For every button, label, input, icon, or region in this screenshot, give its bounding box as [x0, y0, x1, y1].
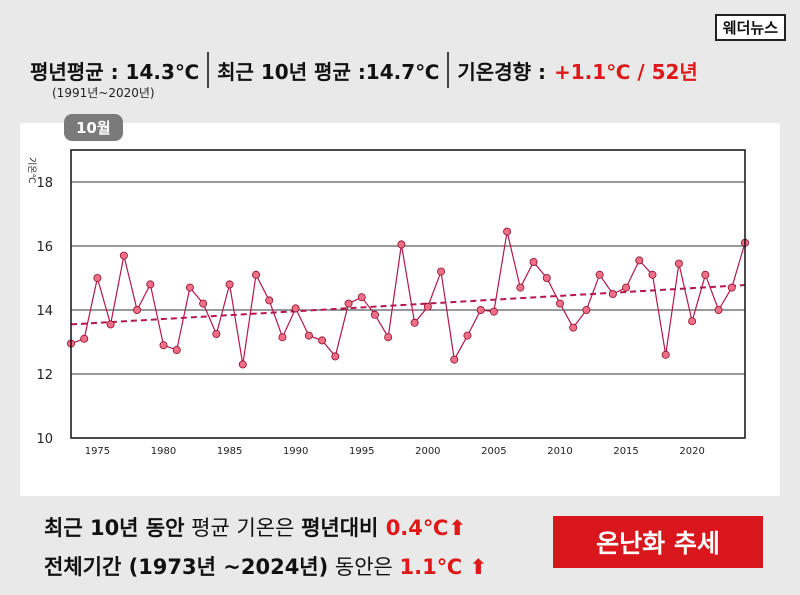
- data-point: [437, 267, 446, 276]
- trend-label: 기온경향 :: [457, 59, 546, 84]
- x-tick-label: 2005: [481, 446, 506, 457]
- data-point: [370, 310, 379, 319]
- x-tick-label: 1980: [151, 446, 176, 457]
- summary-line-1: 최근 10년 동안 평균 기온은 평년대비 0.4℃⬆: [44, 512, 466, 542]
- x-tick-label: 2010: [547, 446, 572, 457]
- temperature-chart: 기온℃ 10 12 14 16 18 1975 1980 1985 1990 1995 2000 2…: [26, 149, 750, 457]
- data-point: [212, 329, 221, 338]
- data-point: [410, 318, 419, 327]
- data-point: [529, 257, 538, 266]
- data-point: [423, 302, 432, 311]
- data-point: [106, 320, 115, 329]
- summary-period: 전체기간 (1973년 ~2024년): [44, 555, 329, 579]
- data-point: [199, 299, 208, 308]
- data-point: [304, 331, 313, 340]
- data-point: [331, 352, 340, 361]
- summary-recent: 최근 10년 동안: [44, 516, 185, 540]
- data-point: [714, 305, 723, 314]
- warming-trend-badge: 온난화 추세: [553, 516, 763, 568]
- data-point: [252, 270, 261, 279]
- data-point: [291, 304, 300, 313]
- data-point: [450, 355, 459, 364]
- data-point: [701, 270, 710, 279]
- summary-text: 동안은: [328, 555, 400, 579]
- up-arrow-icon: ⬆: [469, 555, 488, 579]
- data-point: [463, 331, 472, 340]
- y-axis-label: 기온℃: [26, 157, 37, 184]
- data-point: [688, 317, 697, 326]
- recent-average: 최근 10년 평균 :14.7℃: [217, 59, 440, 84]
- data-point: [397, 240, 406, 249]
- data-point: [225, 280, 234, 289]
- y-tick-label: 10: [36, 432, 53, 447]
- data-point: [344, 299, 353, 308]
- divider: [207, 52, 210, 88]
- data-point: [674, 259, 683, 268]
- x-tick-label: 1990: [283, 446, 308, 457]
- data-point: [608, 289, 617, 298]
- summary-line-2: 전체기간 (1973년 ~2024년) 동안은 1.1℃ ⬆: [44, 551, 487, 581]
- data-point: [516, 283, 525, 292]
- x-tick-label: 1995: [349, 446, 374, 457]
- data-point: [503, 227, 512, 236]
- x-tick-label: 2020: [679, 446, 704, 457]
- data-point: [159, 341, 168, 350]
- data-point: [318, 336, 327, 345]
- data-point: [555, 299, 564, 308]
- data-point: [661, 350, 670, 359]
- x-tick-label: 1975: [85, 446, 110, 457]
- data-point: [172, 345, 181, 354]
- data-point: [727, 283, 736, 292]
- summary-total-value: 1.1℃: [399, 555, 463, 579]
- chart-panel: 기온℃ 10 12 14 16 18 1975 1980 1985 1990 1995 2000 2…: [20, 123, 780, 496]
- summary-normal: 평년대비: [301, 516, 379, 540]
- data-point: [489, 307, 498, 316]
- month-badge: 10월: [64, 114, 123, 141]
- y-tick-label: 14: [36, 304, 53, 319]
- x-tick-label: 2015: [613, 446, 638, 457]
- normal-average: 평년평균 : 14.3℃: [30, 59, 200, 84]
- data-point: [476, 305, 485, 314]
- summary-recent-value: 0.4℃: [385, 516, 449, 540]
- data-point: [238, 360, 247, 369]
- trend-line: [70, 284, 746, 326]
- series-line: [70, 231, 746, 365]
- data-point: [93, 273, 102, 282]
- up-arrow-icon: ⬆: [448, 516, 466, 540]
- summary-text: 평균 기온은: [184, 516, 302, 540]
- brand-logo: 웨더뉴스: [714, 14, 786, 41]
- data-point: [146, 280, 155, 289]
- x-tick-label: 1985: [217, 446, 242, 457]
- data-point: [119, 251, 128, 260]
- trend-value: +1.1℃ / 52년: [553, 59, 698, 84]
- data-point: [582, 305, 591, 314]
- y-tick-label: 16: [36, 240, 53, 255]
- data-point: [648, 270, 657, 279]
- divider: [447, 52, 450, 88]
- x-tick-label: 2000: [415, 446, 440, 457]
- data-point: [133, 305, 142, 314]
- data-point: [357, 293, 366, 302]
- data-point: [622, 283, 631, 292]
- data-point: [265, 296, 274, 305]
- data-point: [569, 323, 578, 332]
- data-point: [542, 273, 551, 282]
- data-point: [185, 283, 194, 292]
- data-point: [384, 333, 393, 342]
- data-point: [635, 256, 644, 265]
- y-tick-label: 18: [36, 176, 53, 191]
- data-point: [80, 334, 89, 343]
- stats-header: 평년평균 : 14.3℃ 최근 10년 평균 :14.7℃ 기온경향 : +1.…: [30, 52, 698, 88]
- data-point: [595, 270, 604, 279]
- data-point: [278, 333, 287, 342]
- baseline-period: (1991년~2020년): [52, 86, 155, 100]
- plot-frame: [70, 149, 746, 439]
- y-tick-label: 12: [36, 368, 53, 383]
